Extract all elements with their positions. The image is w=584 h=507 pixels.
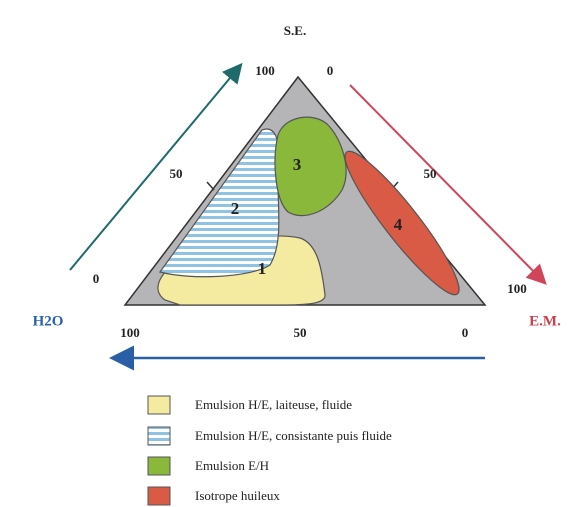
legend-swatch	[147, 456, 171, 476]
tick-label: 100	[120, 325, 140, 340]
legend-swatch	[147, 426, 171, 446]
legend-swatch	[147, 395, 171, 415]
legend-label: Isotrope huileux	[195, 488, 280, 503]
tick-label: 0	[462, 325, 469, 340]
legend-swatch	[147, 486, 171, 506]
tick-label: 0	[93, 271, 100, 286]
legend-label: Emulsion E/H	[195, 458, 269, 473]
region-label: 3	[293, 155, 302, 174]
tick-label: 50	[424, 166, 437, 181]
axis-arrow	[69, 62, 243, 271]
tick-label: 50	[170, 166, 183, 181]
vertex-label: S.E.	[284, 23, 306, 38]
region-label: 1	[258, 259, 267, 278]
vertex-label: H2O	[33, 313, 64, 329]
axis-arrow	[349, 84, 547, 285]
tick-label: 0	[327, 63, 334, 78]
legend-label: Emulsion H/E, laiteuse, fluide	[195, 397, 352, 412]
legend-label: Emulsion H/E, consistante puis fluide	[195, 428, 392, 443]
tick-label: 100	[255, 63, 275, 78]
region-label: 2	[231, 199, 240, 218]
region-label: 4	[394, 215, 403, 234]
region-4	[344, 150, 460, 296]
tick-label: 100	[507, 281, 527, 296]
tick-mark	[206, 181, 215, 191]
tick-label: 50	[294, 325, 307, 340]
vertex-label: E.M.	[529, 313, 561, 329]
region-2	[159, 128, 280, 278]
region-3	[274, 116, 347, 217]
